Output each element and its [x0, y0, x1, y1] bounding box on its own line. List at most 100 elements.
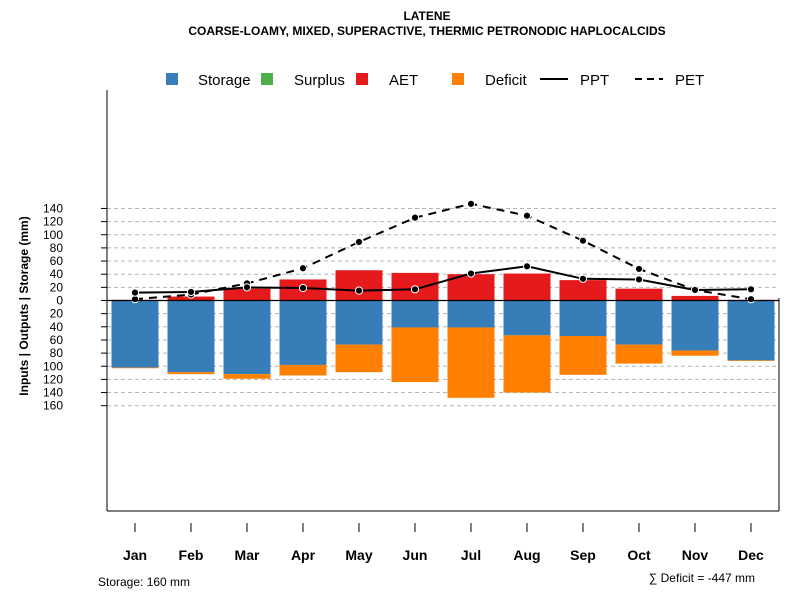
gridlines	[107, 207, 779, 407]
storage-bar-jun	[391, 300, 439, 328]
ppt-point-jan	[130, 288, 140, 297]
ppt-point-mar	[242, 283, 252, 292]
ppt-point-apr	[298, 283, 308, 293]
ppt-point-nov	[690, 285, 700, 295]
y-tick-label: 80	[50, 346, 64, 360]
chart-subtitle: COARSE-LOAMY, MIXED, SUPERACTIVE, THERMI…	[188, 24, 665, 38]
legend: Storage Surplus AET Deficit PPT PET	[166, 72, 704, 89]
deficit-bar-dec	[727, 360, 775, 361]
y-tick-label: 120	[43, 215, 63, 229]
y-tick-label: 20	[50, 307, 64, 321]
storage-bar-may	[335, 300, 383, 345]
y-tick-label: 40	[50, 320, 64, 334]
pet-point-sep	[578, 236, 588, 245]
x-tick-label-feb: Feb	[179, 547, 204, 563]
deficit-bar-jan	[111, 367, 159, 369]
ppt-point-sep	[578, 274, 588, 283]
axes: 14012010080604020020406080100120140160Ja…	[43, 90, 780, 563]
y-tick-label: 140	[43, 201, 63, 215]
x-tick-label-oct: Oct	[627, 547, 651, 563]
bars	[111, 270, 775, 398]
storage-bar-apr	[279, 300, 327, 365]
aet-bar-oct	[615, 288, 663, 301]
pet-point-may	[354, 237, 364, 247]
y-tick-label: 0	[56, 294, 63, 308]
x-tick-label-jun: Jun	[403, 547, 428, 563]
storage-bar-oct	[615, 300, 663, 345]
y-tick-label: 100	[43, 228, 63, 242]
legend-swatch-aet	[356, 73, 368, 85]
x-tick-label-sep: Sep	[570, 547, 596, 563]
deficit-bar-aug	[503, 335, 551, 393]
storage-bar-jan	[111, 300, 159, 368]
legend-swatch-storage	[166, 73, 178, 85]
legend-label-storage: Storage	[198, 72, 251, 89]
deficit-bar-jun	[391, 327, 439, 383]
y-tick-label: 60	[50, 254, 64, 268]
pet-point-oct	[634, 264, 644, 274]
x-tick-label-aug: Aug	[513, 547, 540, 563]
x-tick-label-jan: Jan	[123, 547, 147, 563]
deficit-bar-apr	[279, 364, 327, 376]
legend-label-surplus: Surplus	[294, 72, 345, 89]
pet-point-aug	[522, 211, 532, 220]
y-tick-label: 20	[50, 280, 64, 294]
chart-title: LATENE	[403, 9, 450, 23]
storage-bar-aug	[503, 300, 551, 336]
y-tick-label: 120	[43, 372, 63, 386]
storage-bar-jul	[447, 300, 495, 328]
lines	[130, 199, 756, 304]
ppt-point-jun	[410, 285, 420, 294]
storage-bar-feb	[167, 300, 215, 373]
pet-point-apr	[298, 264, 308, 273]
x-tick-label-nov: Nov	[682, 547, 709, 563]
deficit-bar-oct	[615, 344, 663, 364]
deficit-bar-nov	[671, 350, 719, 356]
ppt-point-aug	[522, 262, 532, 271]
y-axis-label: Inputs | Outputs | Storage (mm)	[17, 216, 31, 395]
pet-point-jun	[410, 213, 420, 222]
aet-bar-mar	[223, 288, 271, 301]
aet-bar-nov	[671, 295, 719, 301]
storage-bar-dec	[727, 300, 775, 361]
aet-bar-may	[335, 270, 383, 301]
ppt-point-oct	[634, 275, 644, 284]
deficit-bar-sep	[559, 336, 607, 375]
storage-note: Storage: 160 mm	[98, 575, 190, 589]
x-tick-label-apr: Apr	[291, 547, 316, 563]
legend-swatch-surplus	[261, 73, 273, 85]
storage-bar-nov	[671, 300, 719, 351]
legend-label-pet: PET	[675, 72, 704, 89]
aet-bar-sep	[559, 280, 607, 301]
storage-bar-sep	[559, 300, 607, 337]
ppt-point-jul	[466, 269, 476, 278]
legend-label-aet: AET	[389, 72, 418, 89]
y-tick-label: 140	[43, 386, 63, 400]
pet-point-dec	[746, 295, 756, 304]
x-tick-label-mar: Mar	[235, 547, 260, 563]
pet-point-jul	[466, 199, 476, 208]
ppt-point-may	[354, 286, 364, 295]
x-tick-label-jul: Jul	[461, 547, 481, 563]
deficit-bar-feb	[167, 372, 215, 375]
x-tick-label-may: May	[345, 547, 372, 563]
ppt-line	[134, 265, 752, 294]
deficit-bar-jul	[447, 327, 495, 398]
y-tick-label: 60	[50, 333, 64, 347]
deficit-bar-mar	[223, 374, 271, 379]
y-tick-label: 40	[50, 267, 64, 281]
ppt-point-dec	[746, 285, 756, 294]
storage-bar-mar	[223, 300, 271, 375]
deficit-bar-may	[335, 344, 383, 373]
legend-label-deficit: Deficit	[485, 72, 528, 89]
deficit-note: ∑ Deficit = -447 mm	[649, 571, 755, 585]
legend-label-ppt: PPT	[580, 72, 609, 89]
pet-line	[134, 202, 752, 301]
y-tick-label: 100	[43, 359, 63, 373]
aet-bar-aug	[503, 273, 551, 301]
ppt-point-feb	[186, 287, 196, 297]
legend-swatch-deficit	[452, 73, 464, 85]
x-tick-label-dec: Dec	[738, 547, 764, 563]
y-tick-label: 160	[43, 399, 63, 413]
